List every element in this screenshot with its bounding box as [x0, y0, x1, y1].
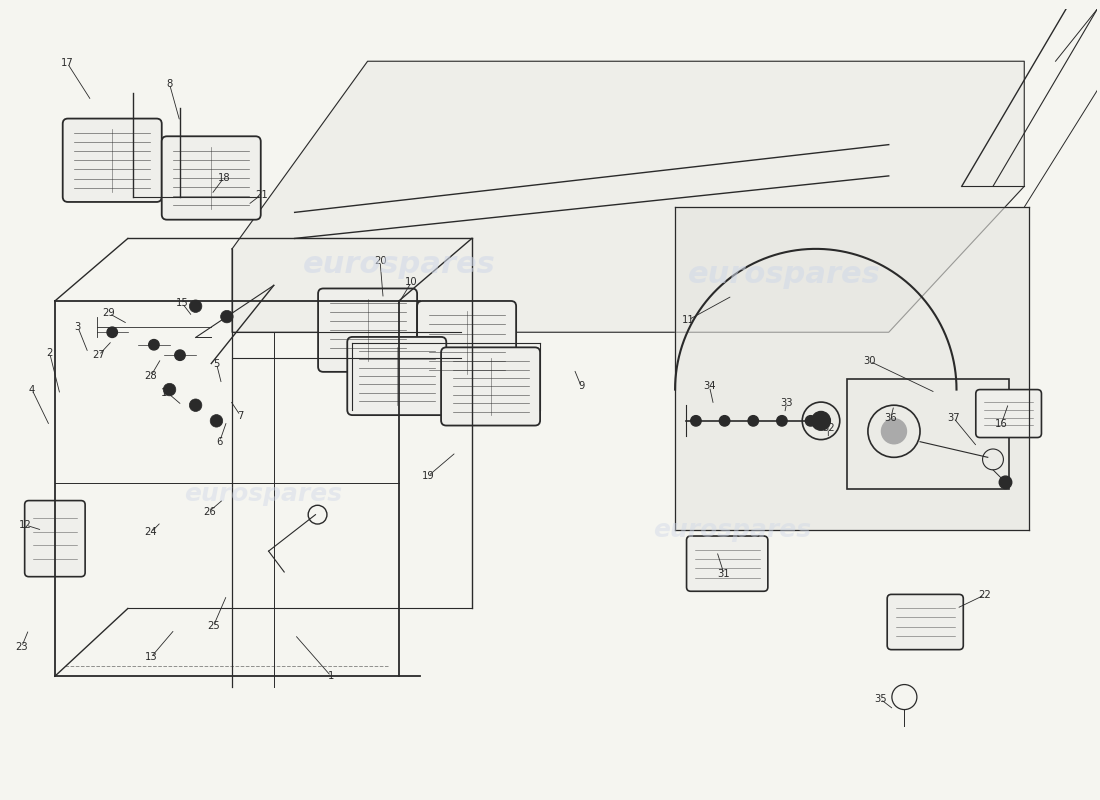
FancyBboxPatch shape: [976, 390, 1042, 438]
Text: eurospares: eurospares: [302, 250, 495, 279]
Text: 30: 30: [864, 357, 877, 366]
Text: 16: 16: [996, 419, 1008, 429]
Text: 29: 29: [102, 309, 116, 318]
Text: eurospares: eurospares: [653, 518, 812, 542]
Circle shape: [148, 339, 159, 350]
Text: 21: 21: [255, 190, 267, 200]
Text: 15: 15: [176, 298, 188, 308]
Text: 14: 14: [162, 388, 174, 398]
Circle shape: [221, 310, 233, 323]
Polygon shape: [232, 62, 1024, 332]
Circle shape: [805, 416, 816, 426]
Text: 34: 34: [703, 382, 716, 391]
Circle shape: [999, 476, 1012, 489]
Text: 22: 22: [978, 590, 991, 600]
Circle shape: [812, 411, 830, 430]
Text: 28: 28: [144, 371, 157, 381]
Text: eurospares: eurospares: [689, 261, 881, 290]
Text: 1: 1: [328, 671, 334, 682]
Circle shape: [189, 399, 202, 411]
Text: 26: 26: [202, 506, 216, 517]
Text: 33: 33: [780, 398, 793, 408]
Circle shape: [691, 416, 701, 426]
Text: 5: 5: [213, 358, 220, 369]
Text: 24: 24: [144, 527, 157, 538]
Text: 25: 25: [207, 621, 220, 631]
Text: 6: 6: [217, 437, 223, 446]
Text: 32: 32: [822, 423, 835, 433]
Text: 31: 31: [718, 569, 730, 579]
Text: 9: 9: [579, 382, 584, 391]
FancyBboxPatch shape: [162, 136, 261, 220]
Text: 35: 35: [874, 694, 887, 704]
Text: 23: 23: [15, 642, 28, 652]
Text: 17: 17: [60, 58, 74, 68]
FancyBboxPatch shape: [417, 301, 516, 384]
Circle shape: [163, 383, 176, 396]
Circle shape: [777, 416, 788, 426]
FancyBboxPatch shape: [441, 347, 540, 426]
Circle shape: [107, 327, 118, 338]
Circle shape: [748, 416, 759, 426]
Text: 27: 27: [92, 350, 104, 360]
Text: 13: 13: [144, 653, 157, 662]
FancyBboxPatch shape: [318, 289, 417, 372]
Circle shape: [189, 300, 202, 313]
FancyBboxPatch shape: [686, 536, 768, 591]
Text: 7: 7: [238, 410, 243, 421]
Text: 3: 3: [75, 322, 81, 332]
Circle shape: [881, 418, 906, 444]
Text: 37: 37: [947, 413, 959, 422]
FancyBboxPatch shape: [888, 594, 964, 650]
Text: 10: 10: [405, 278, 418, 287]
Circle shape: [210, 414, 222, 427]
Circle shape: [175, 350, 185, 360]
FancyBboxPatch shape: [348, 337, 447, 415]
Text: 20: 20: [374, 256, 386, 266]
Text: 8: 8: [166, 79, 173, 89]
Text: 11: 11: [682, 314, 695, 325]
FancyBboxPatch shape: [63, 118, 162, 202]
Text: 2: 2: [46, 348, 53, 358]
Text: 36: 36: [884, 413, 898, 422]
Text: 18: 18: [218, 173, 230, 183]
Text: 4: 4: [29, 385, 35, 394]
Text: 19: 19: [421, 471, 434, 481]
Polygon shape: [675, 207, 1030, 530]
FancyBboxPatch shape: [24, 501, 85, 577]
Text: eurospares: eurospares: [185, 482, 342, 506]
Text: 12: 12: [20, 520, 32, 530]
Circle shape: [719, 416, 729, 426]
